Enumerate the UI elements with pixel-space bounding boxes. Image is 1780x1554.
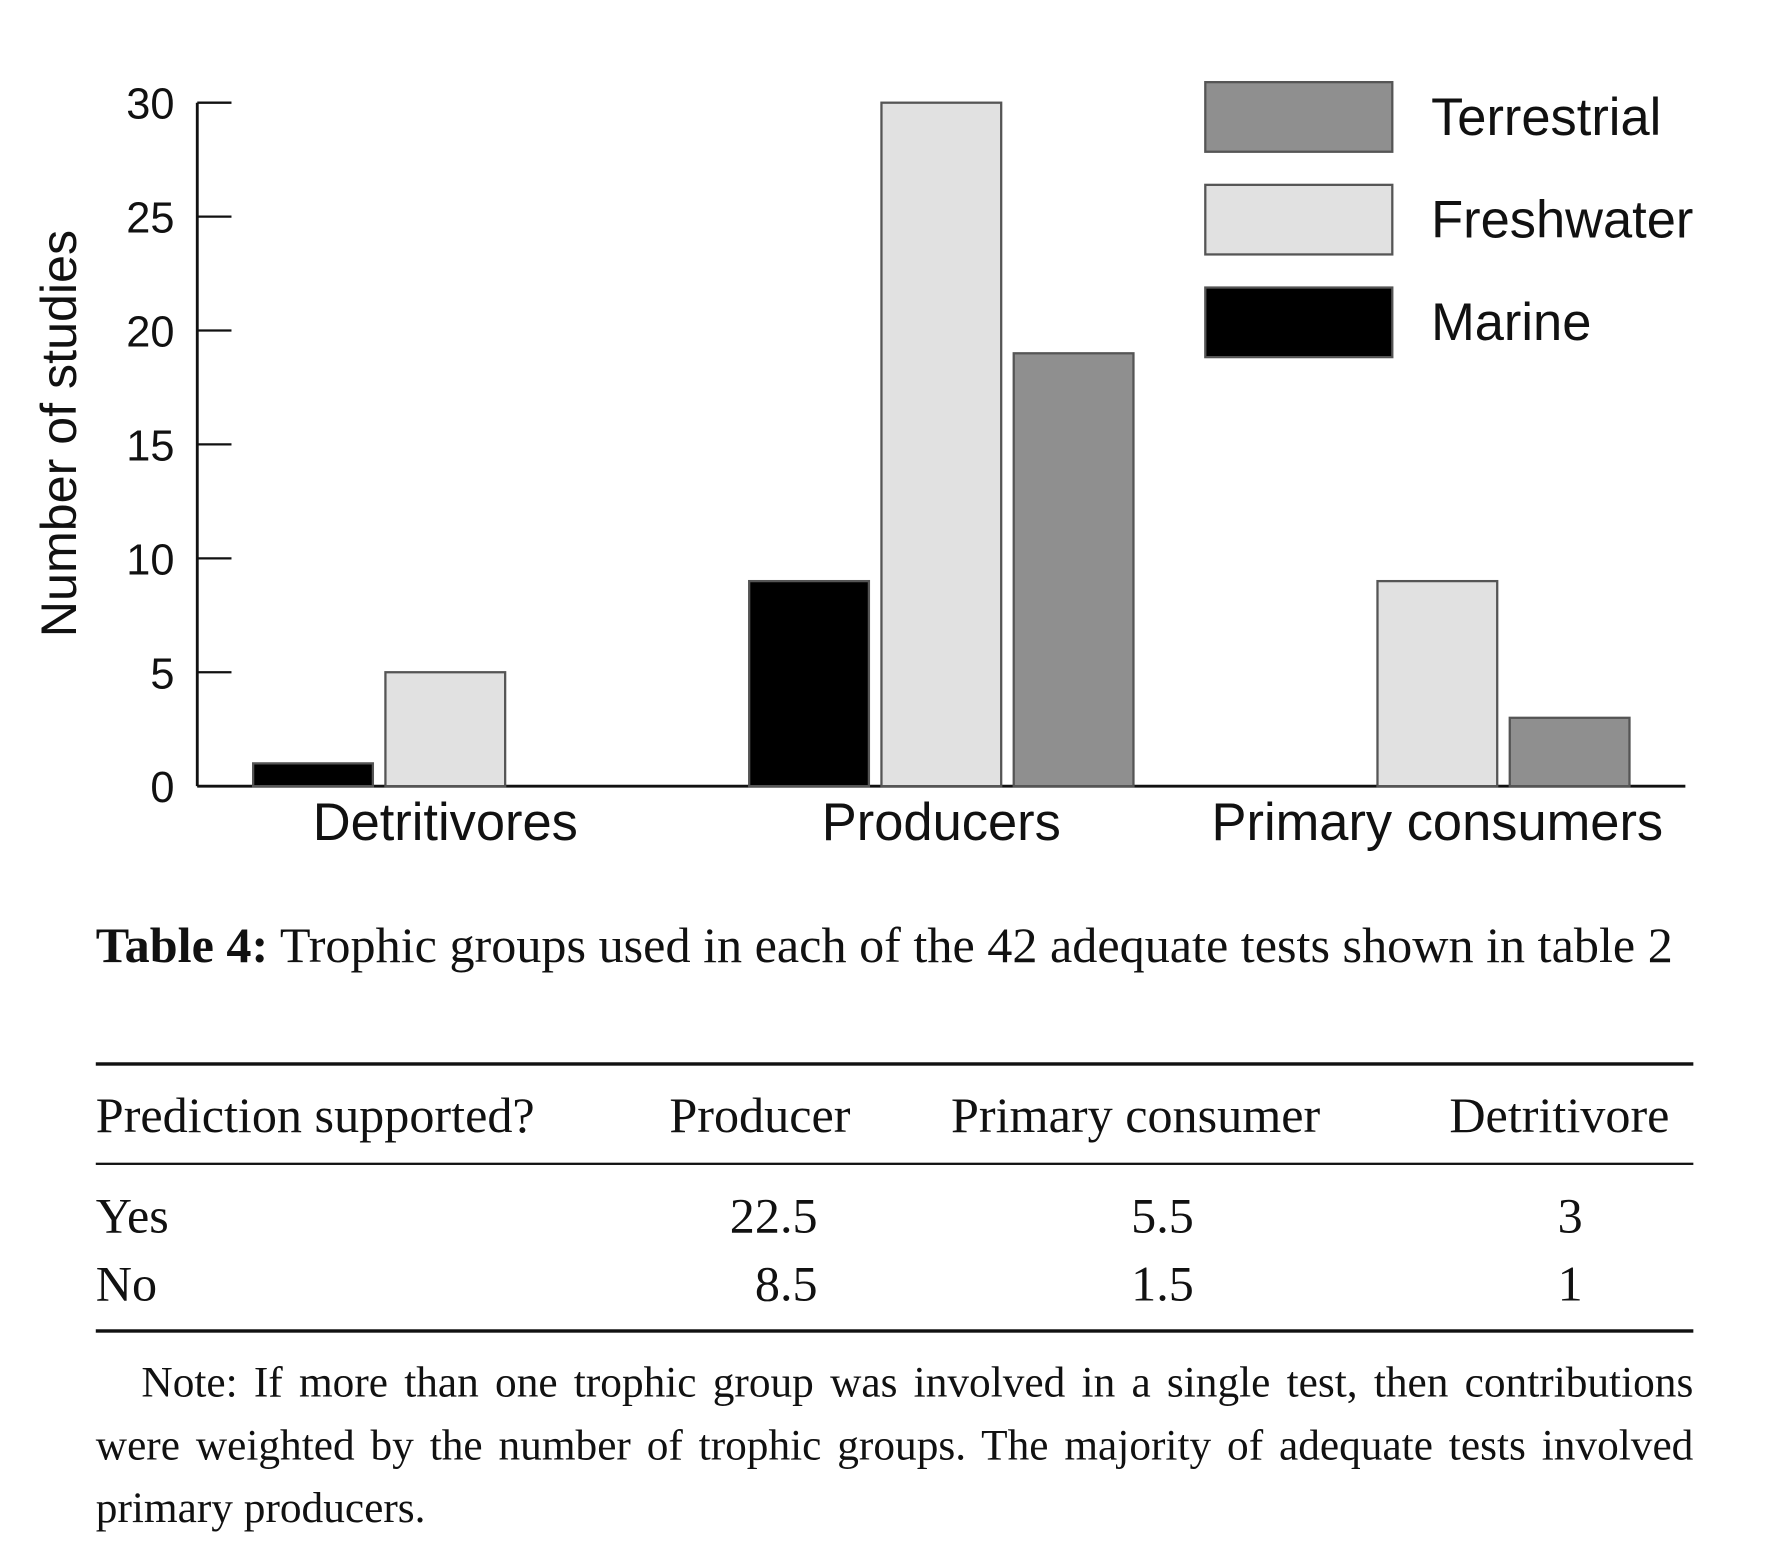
chart: Number of studies 0 5 10 15 20 25 30 Detritivor… xyxy=(31,81,1693,852)
table-note: Note: If more than one trophic group was… xyxy=(95,1358,1694,1533)
x-tick-label: Detritivores xyxy=(313,794,578,852)
bar xyxy=(748,579,871,788)
table-rule xyxy=(95,1062,1694,1066)
bar xyxy=(384,671,507,788)
table-cell: Detritivore xyxy=(1449,1087,1670,1144)
legend-label: Marine xyxy=(1431,294,1591,352)
table-cell: Prediction supported? xyxy=(95,1087,535,1144)
y-tick-label: 15 xyxy=(126,422,174,470)
table-cell: 1.5 xyxy=(1131,1256,1194,1313)
y-tick-label: 25 xyxy=(126,195,174,243)
table-cell: 3 xyxy=(1557,1187,1583,1244)
table-cell: 5.5 xyxy=(1131,1187,1194,1244)
y-tick-label: 5 xyxy=(150,650,174,698)
table-cell: 1 xyxy=(1557,1256,1583,1313)
caption-text: Trophic groups used in each of the 42 ad… xyxy=(279,917,1673,974)
bar xyxy=(1012,352,1135,788)
table-rule xyxy=(95,1162,1694,1165)
table-caption: Table 4: Trophic groups used in each of … xyxy=(96,913,1692,978)
caption-label: Table 4: xyxy=(95,917,269,974)
legend-swatch xyxy=(1204,81,1394,153)
y-tick-label: 0 xyxy=(150,764,174,812)
legend-label: Freshwater xyxy=(1431,191,1693,249)
bar xyxy=(1376,579,1499,788)
bar xyxy=(1508,716,1631,788)
y-tick-label: 30 xyxy=(126,81,174,129)
legend-label: Terrestrial xyxy=(1431,89,1661,147)
table-cell: 22.5 xyxy=(729,1187,818,1244)
table-rule xyxy=(95,1329,1694,1333)
legend-swatch xyxy=(1204,286,1394,359)
bar xyxy=(880,101,1003,788)
table-cell: Producer xyxy=(669,1087,851,1144)
y-axis-label: Number of studies xyxy=(31,230,87,637)
y-tick-label: 10 xyxy=(126,536,174,584)
table-cell: Primary consumer xyxy=(951,1087,1321,1144)
bar xyxy=(252,762,375,788)
y-tick-label: 20 xyxy=(126,309,174,357)
table-cell: Yes xyxy=(95,1187,169,1244)
legend-swatch xyxy=(1204,183,1394,256)
table-cell: No xyxy=(95,1256,158,1313)
x-tick-label: Producers xyxy=(822,794,1061,852)
x-tick-label: Primary consumers xyxy=(1212,794,1664,852)
table-cell: 8.5 xyxy=(754,1256,818,1313)
